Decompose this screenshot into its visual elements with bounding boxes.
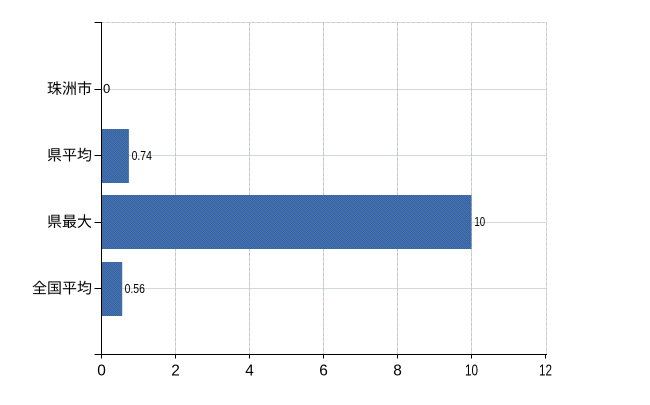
svg-text:2: 2 [171, 362, 180, 379]
svg-text:10: 10 [465, 362, 478, 379]
svg-text:0.56: 0.56 [125, 281, 145, 296]
svg-text:0.74: 0.74 [132, 148, 152, 163]
svg-text:4: 4 [245, 362, 254, 379]
svg-text:0: 0 [97, 362, 106, 379]
svg-text:12: 12 [539, 362, 552, 379]
svg-text:8: 8 [393, 362, 402, 379]
svg-text:6: 6 [319, 362, 328, 379]
svg-text:0: 0 [103, 81, 110, 96]
svg-text:10: 10 [474, 214, 485, 229]
